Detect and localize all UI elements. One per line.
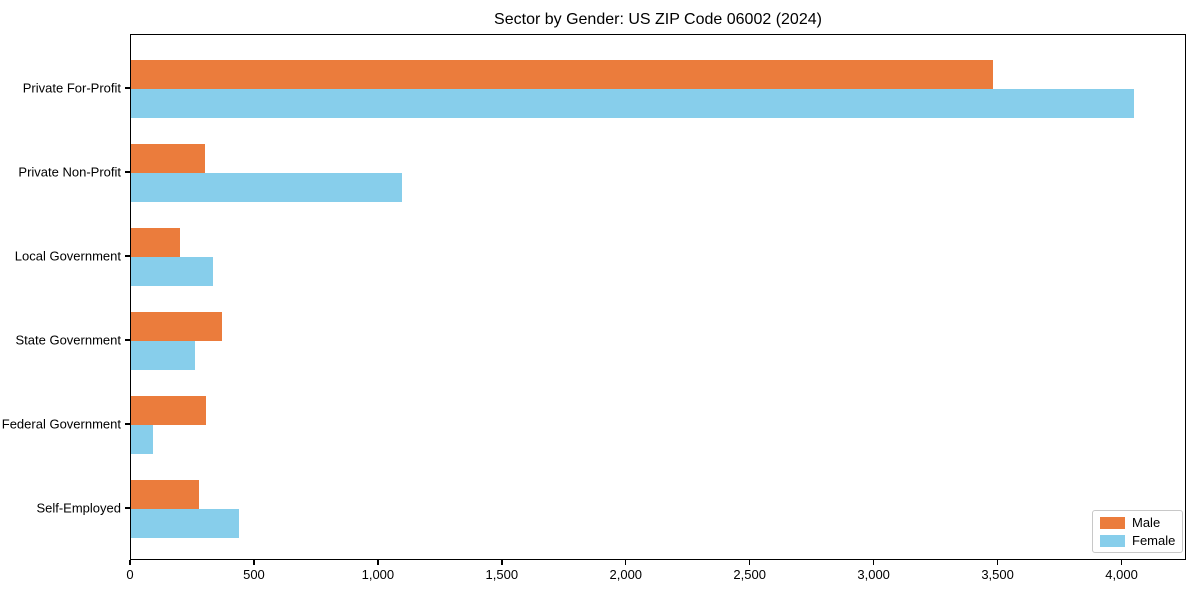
x-tick-label-500: 500: [243, 567, 265, 582]
bar-male-federal-government: [131, 396, 207, 425]
x-tick-label-3-500: 3,500: [981, 567, 1014, 582]
plot-area: [130, 34, 1186, 560]
y-tick-mark: [125, 339, 130, 341]
x-tick-label-4-000: 4,000: [1105, 567, 1138, 582]
legend-label-female: Female: [1132, 533, 1176, 548]
bar-male-self-employed: [131, 480, 199, 509]
x-tick-mark: [501, 560, 503, 565]
x-tick-mark: [129, 560, 131, 565]
x-tick-label-1-500: 1,500: [485, 567, 519, 582]
legend-swatch-female: [1100, 534, 1125, 547]
x-tick-mark: [253, 560, 255, 565]
y-tick-mark: [125, 423, 130, 425]
bar-female-private-for-profit: [131, 89, 1135, 118]
y-tick-mark: [125, 255, 130, 257]
legend-swatch-male: [1100, 516, 1125, 529]
x-tick-label-0: 0: [126, 567, 134, 582]
x-tick-mark: [625, 560, 627, 565]
y-tick-label-self-employed: Self-Employed: [36, 500, 121, 516]
x-tick-mark: [872, 560, 875, 565]
legend-entry-female: Female: [1100, 534, 1175, 547]
bar-male-private-for-profit: [131, 60, 994, 89]
bar-female-local-government: [131, 257, 214, 286]
x-tick-mark: [996, 560, 999, 565]
y-tick-mark: [125, 507, 130, 509]
bar-female-federal-government: [131, 425, 153, 454]
x-tick-label-2-500: 2,500: [733, 567, 766, 582]
x-tick-label-2-000: 2,000: [609, 567, 643, 582]
bar-female-self-employed: [131, 509, 240, 538]
y-tick-label-federal-government: Federal Government: [1, 416, 121, 432]
y-tick-mark: [125, 171, 130, 173]
x-tick-mark: [377, 560, 379, 565]
y-tick-label-private-non-profit: Private Non-Profit: [18, 164, 121, 180]
x-tick-mark: [749, 560, 751, 565]
x-tick-label-1-000: 1,000: [361, 567, 395, 582]
bar-female-private-non-profit: [131, 173, 402, 202]
x-tick-mark: [1120, 560, 1123, 565]
chart-title: Sector by Gender: US ZIP Code 06002 (202…: [494, 11, 822, 28]
y-tick-label-state-government: State Government: [15, 332, 122, 348]
legend: Male Female: [1092, 510, 1184, 553]
bar-male-local-government: [131, 228, 180, 257]
bar-female-state-government: [131, 341, 195, 370]
x-tick-label-3-000: 3,000: [857, 567, 890, 582]
bar-male-private-non-profit: [131, 144, 205, 173]
y-tick-label-private-for-profit: Private For-Profit: [22, 80, 121, 96]
y-tick-label-local-government: Local Government: [14, 248, 121, 264]
bar-male-state-government: [131, 312, 222, 341]
y-tick-mark: [125, 87, 130, 89]
legend-label-male: Male: [1132, 515, 1161, 530]
legend-entry-male: Male: [1100, 516, 1175, 529]
